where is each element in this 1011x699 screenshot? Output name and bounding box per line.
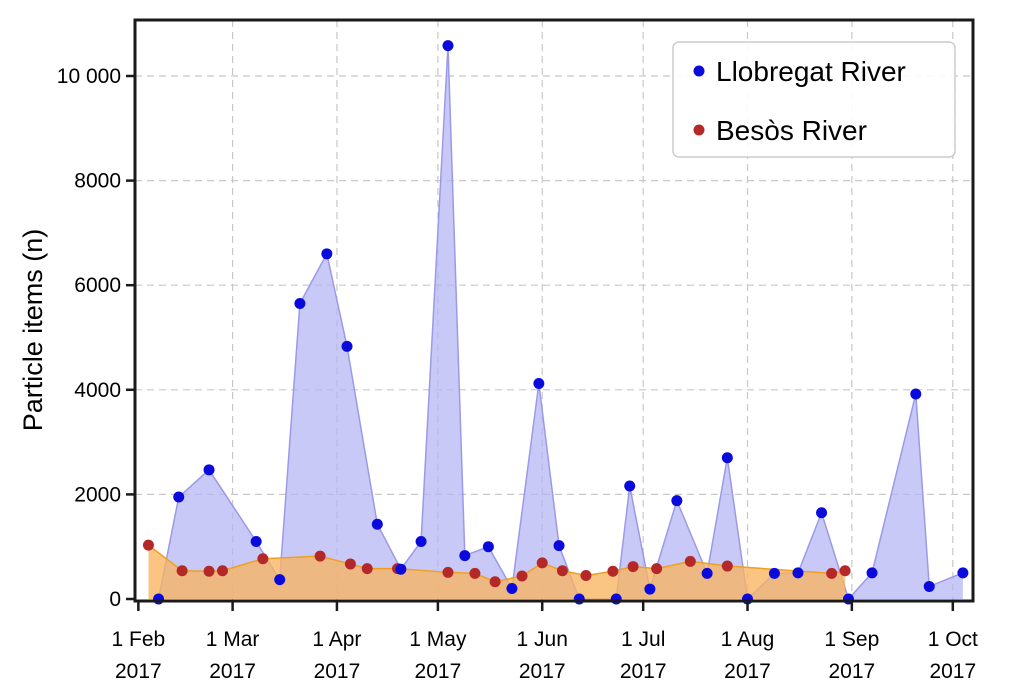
plot-frame [133, 18, 975, 603]
point-llobregat [371, 518, 383, 530]
point-besos [607, 565, 619, 577]
point-llobregat [701, 567, 713, 579]
point-besos [826, 567, 838, 579]
y-axis-label: Particle items (n) [18, 229, 48, 432]
point-besos [651, 563, 663, 575]
point-llobregat [395, 563, 407, 575]
legend: Llobregat River Besòs River [672, 41, 956, 158]
y-tick-label: 0 [109, 588, 121, 611]
x-tick-label-year: 2017 [519, 660, 566, 683]
legend-label-besos: Besòs River [716, 115, 867, 146]
point-llobregat [173, 491, 185, 503]
x-tick-label-year: 2017 [929, 660, 976, 683]
x-tick-label-year: 2017 [209, 660, 256, 683]
point-besos [217, 565, 229, 577]
point-llobregat [482, 541, 494, 553]
x-tick-label-date: 1 Jul [621, 628, 665, 651]
legend-marker-llobregat [693, 65, 705, 77]
y-tick-label: 4000 [74, 379, 121, 402]
x-tick-label-date: 1 May [409, 628, 467, 651]
point-llobregat [442, 40, 454, 52]
point-besos [176, 565, 188, 577]
point-besos [469, 567, 481, 579]
point-llobregat [610, 593, 622, 605]
point-besos [721, 560, 733, 572]
x-tick-label-date: 1 Feb [112, 628, 166, 651]
point-llobregat [506, 583, 518, 595]
x-tick-label-date: 1 Oct [928, 628, 978, 651]
point-llobregat [250, 535, 262, 547]
point-besos [516, 570, 528, 582]
point-llobregat [957, 567, 969, 579]
x-tick-label-date: 1 Aug [721, 628, 775, 651]
x-tick-label-year: 2017 [828, 660, 875, 683]
point-llobregat [644, 583, 656, 595]
x-tick-label-year: 2017 [620, 660, 667, 683]
point-llobregat [459, 550, 471, 562]
point-besos [536, 557, 548, 569]
legend-label-llobregat: Llobregat River [716, 56, 906, 87]
point-llobregat [553, 540, 565, 552]
x-tick-label-date: 1 Jun [517, 628, 568, 651]
point-llobregat [624, 480, 636, 492]
axes: 0 2000 4000 6000 8000 10 000 1 Feb 2017 1 Mar 201… [57, 65, 978, 683]
point-besos [203, 565, 215, 577]
y-tick-label: 10 000 [57, 65, 121, 88]
y-tick-label: 6000 [74, 274, 121, 297]
point-besos [627, 561, 639, 573]
x-tick-label-year: 2017 [724, 660, 771, 683]
x-tick-label-date: 1 Apr [312, 628, 361, 651]
point-llobregat [923, 580, 935, 592]
point-besos [556, 565, 568, 577]
point-llobregat [816, 507, 828, 519]
area-llobregat [158, 45, 963, 599]
point-llobregat [768, 567, 780, 579]
point-besos [489, 576, 501, 588]
x-tick-label-date: 1 Sep [824, 628, 879, 651]
legend-marker-besos [693, 124, 705, 136]
point-llobregat [866, 567, 878, 579]
point-llobregat [533, 378, 545, 390]
y-tick-label: 8000 [74, 170, 121, 193]
data-points [142, 40, 969, 605]
point-llobregat [671, 495, 683, 507]
point-besos [257, 553, 269, 565]
point-besos [442, 566, 454, 578]
point-llobregat [415, 535, 427, 547]
y-tick-label: 2000 [74, 483, 121, 506]
x-tick-label-date: 1 Mar [206, 628, 260, 651]
x-tick-label-year: 2017 [314, 660, 361, 683]
point-besos [344, 558, 356, 570]
point-besos [684, 555, 696, 567]
point-besos [361, 563, 373, 575]
point-besos [314, 550, 326, 562]
point-llobregat [573, 593, 585, 605]
point-besos [839, 565, 851, 577]
point-llobregat [792, 567, 804, 579]
point-llobregat [153, 593, 165, 605]
point-llobregat [321, 248, 333, 260]
point-besos [580, 569, 592, 581]
point-llobregat [910, 388, 922, 400]
point-llobregat [294, 298, 306, 310]
point-besos [142, 539, 154, 551]
point-llobregat [341, 340, 353, 352]
x-tick-label-year: 2017 [415, 660, 462, 683]
legend-box [672, 41, 956, 158]
point-llobregat [274, 574, 286, 586]
point-llobregat [721, 452, 733, 464]
point-llobregat [203, 464, 215, 476]
x-tick-label-year: 2017 [115, 660, 162, 683]
